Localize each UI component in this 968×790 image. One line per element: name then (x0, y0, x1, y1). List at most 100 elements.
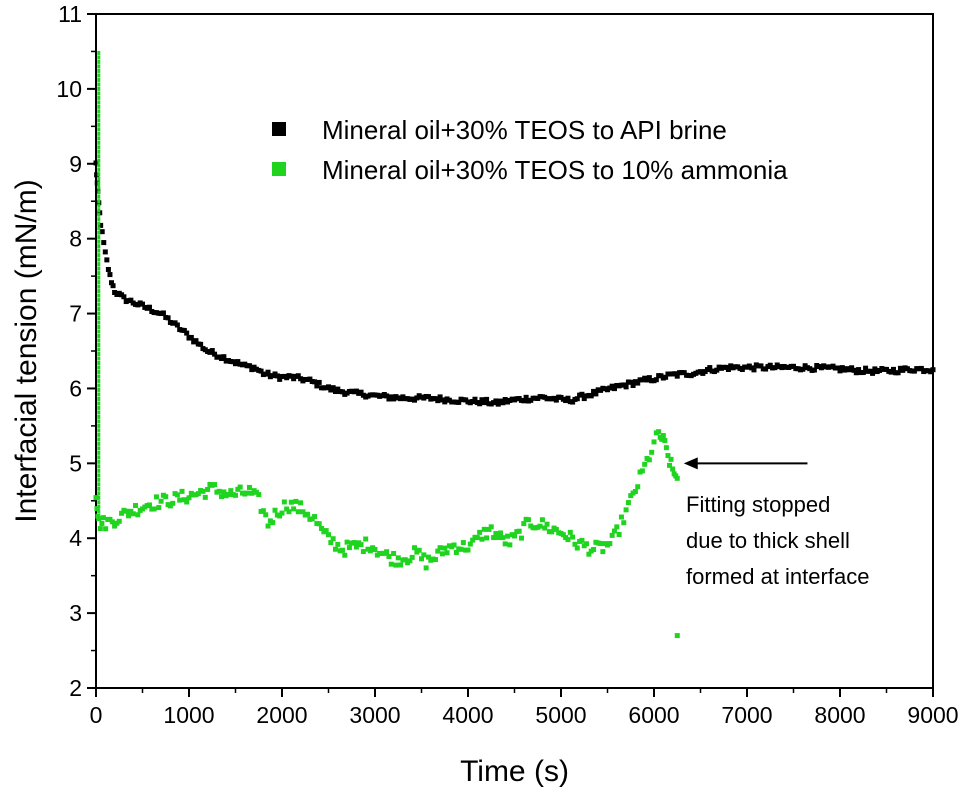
data-point (481, 526, 487, 532)
annotation-text-line: due to thick shell (686, 528, 850, 553)
data-point (498, 530, 504, 536)
data-point (346, 545, 352, 551)
data-point (662, 437, 668, 443)
data-point (99, 229, 105, 235)
annotation: Fitting stopped due to thick shell formed … (683, 457, 869, 589)
data-point (97, 262, 101, 267)
data-point (97, 203, 101, 208)
data-point (670, 466, 676, 472)
data-point (588, 393, 594, 399)
data-point (574, 396, 580, 402)
data-point (584, 541, 590, 547)
data-point (888, 369, 894, 375)
data-point (614, 524, 620, 530)
data-point (384, 393, 390, 399)
data-point (97, 280, 101, 285)
annotation-text-line: Fitting stopped (686, 492, 830, 517)
data-point (895, 370, 901, 376)
data-point (470, 537, 476, 543)
data-point (186, 495, 192, 501)
data-point (97, 432, 101, 437)
data-point (911, 368, 917, 374)
data-point (581, 396, 587, 402)
data-point (94, 180, 100, 186)
data-point (495, 401, 501, 407)
data-point (93, 160, 99, 166)
data-point (97, 526, 103, 532)
data-point (97, 450, 101, 455)
data-point (505, 533, 511, 539)
data-point (96, 516, 102, 522)
data-point (158, 498, 164, 504)
data-point (97, 109, 101, 114)
data-point (598, 541, 604, 547)
data-point (216, 488, 222, 494)
x-axis-title: Time (s) (460, 755, 569, 788)
data-point (212, 351, 218, 357)
data-point (856, 367, 862, 373)
data-point (488, 524, 494, 530)
data-point (467, 541, 473, 547)
x-tick-label: 9000 (907, 702, 958, 728)
data-point (849, 365, 855, 371)
data-point (146, 502, 152, 508)
data-point (97, 172, 101, 177)
data-point (97, 131, 101, 136)
data-point (625, 500, 631, 506)
data-point (265, 523, 271, 529)
data-point (549, 529, 555, 535)
data-point (109, 280, 114, 286)
data-point (900, 367, 906, 373)
data-point (918, 365, 924, 371)
data-point (97, 401, 101, 406)
data-point (97, 149, 101, 154)
data-point (649, 449, 655, 455)
x-tick-label: 4000 (442, 702, 493, 728)
data-point (123, 508, 129, 514)
data-point (130, 511, 136, 517)
data-point (811, 367, 817, 373)
data-point (600, 549, 606, 555)
data-point (198, 341, 204, 347)
data-point (100, 515, 106, 521)
data-point (97, 100, 101, 105)
data-point (412, 545, 418, 551)
data-point (281, 499, 287, 505)
data-point (237, 484, 243, 490)
data-point (432, 557, 438, 563)
data-point (97, 50, 101, 55)
data-point (618, 514, 624, 520)
data-point (835, 365, 841, 371)
data-point (623, 507, 629, 513)
data-point (167, 503, 173, 509)
data-point (97, 230, 101, 235)
data-point (97, 513, 101, 518)
data-point (97, 127, 101, 132)
data-point (97, 226, 101, 231)
data-point (97, 423, 101, 428)
data-point (209, 348, 215, 354)
data-point (298, 500, 304, 506)
data-point (890, 366, 896, 372)
data-point (544, 521, 550, 527)
data-point (291, 506, 297, 512)
data-point (574, 545, 580, 551)
data-point (101, 240, 107, 246)
data-point (725, 366, 731, 372)
data-point (97, 316, 101, 321)
data-point (611, 528, 617, 534)
data-point (398, 562, 404, 568)
data-point (421, 552, 427, 558)
y-tick-label: 2 (69, 675, 82, 701)
y-tick-label: 6 (69, 375, 82, 401)
data-point (97, 365, 101, 370)
data-point (539, 517, 545, 523)
data-point (930, 367, 936, 373)
y-tick-label: 10 (56, 76, 82, 102)
data-point (97, 293, 101, 298)
data-point (407, 558, 413, 564)
data-point (97, 473, 101, 478)
data-point (97, 500, 101, 505)
data-point (328, 540, 334, 546)
data-point (639, 468, 645, 474)
